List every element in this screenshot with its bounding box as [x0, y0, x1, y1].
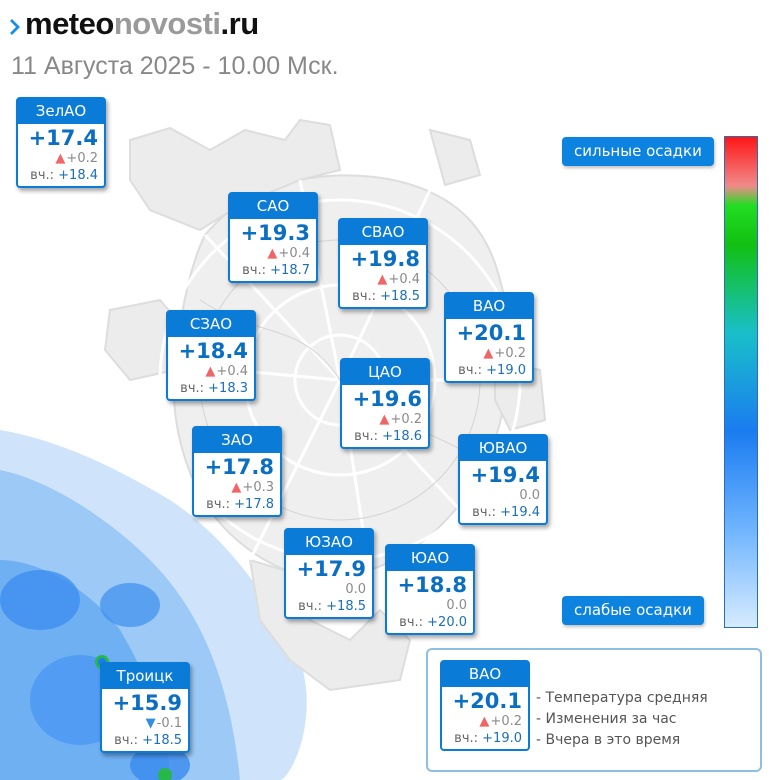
scale-label-heavy: сильные осадки: [562, 137, 714, 166]
district-name: ЗелАО: [18, 99, 104, 124]
district-hourly-change: ▲+0.4: [267, 246, 310, 261]
district-card-cao[interactable]: ЦАО +19.6 ▲+0.2 вч.: +18.6: [340, 358, 430, 449]
district-hourly-change: 0.0: [345, 582, 366, 597]
district-card-yuao[interactable]: ЮАО +18.8 0.0 вч.: +20.0: [385, 544, 475, 635]
district-yesterday: вч.: +18.3: [180, 381, 248, 396]
district-temperature: +19.4: [470, 463, 540, 487]
district-card-yuzao[interactable]: ЮЗАО +17.9 0.0 вч.: +18.5: [284, 528, 374, 619]
logo-text-meteo: meteo: [25, 6, 114, 41]
date-time-subtitle: 11 Августа 2025 - 10.00 Мск.: [11, 52, 339, 80]
trend-down-icon: ▼: [145, 716, 156, 731]
district-name: ЮЗАО: [286, 530, 372, 555]
district-card-svao[interactable]: СВАО +19.8 ▲+0.4 вч.: +18.5: [338, 218, 428, 309]
district-yesterday: вч.: +18.7: [242, 263, 310, 278]
trend-up-icon: ▲: [55, 151, 66, 166]
legend-sample-card: ВАО +20.1 ▲+0.2 вч.: +19.0: [440, 660, 530, 751]
district-hourly-change: 0.0: [446, 598, 467, 613]
district-hourly-change: ▲+0.2: [479, 714, 522, 729]
district-card-zao[interactable]: ЗАО +17.8 ▲+0.3 вч.: +17.8: [192, 426, 282, 517]
district-hourly-change: ▲+0.2: [483, 346, 526, 361]
precip-cell: [130, 745, 190, 780]
district-hourly-change: ▲+0.3: [231, 480, 274, 495]
district-temperature: +19.3: [240, 221, 310, 245]
trend-up-icon: ▲: [377, 272, 388, 287]
district-card-vao[interactable]: ВАО +20.1 ▲+0.2 вч.: +19.0: [444, 292, 534, 383]
district-name: ЮВАО: [460, 436, 546, 461]
district-yesterday: вч.: +19.0: [454, 731, 522, 746]
district-yesterday: вч.: +19.0: [458, 363, 526, 378]
district-hourly-change: ▲+0.2: [55, 151, 98, 166]
legend-line-yesterday: - Вчера в это время: [536, 732, 681, 748]
district-temperature: +20.1: [456, 321, 526, 345]
district-yesterday: вч.: +18.5: [352, 289, 420, 304]
site-logo[interactable]: meteo novosti .ru: [10, 4, 259, 44]
district-yesterday: вч.: +20.0: [399, 615, 467, 630]
trend-up-icon: ▲: [479, 714, 490, 729]
legend-line-change: - Изменения за час: [536, 711, 677, 727]
district-name: Троицк: [102, 664, 188, 689]
district-card-szao[interactable]: СЗАО +18.4 ▲+0.4 вч.: +18.3: [166, 310, 256, 401]
district-temperature: +17.9: [296, 557, 366, 581]
district-name: СЗАО: [168, 312, 254, 337]
district-name: ЦАО: [342, 360, 428, 385]
precipitation-scale-bar: [724, 136, 758, 628]
precip-cell: [100, 583, 160, 627]
district-yesterday: вч.: +18.6: [354, 429, 422, 444]
logo-text-domain: .ru: [220, 6, 260, 41]
district-hourly-change: ▼-0.1: [145, 716, 182, 731]
scale-label-light: слабые осадки: [562, 596, 704, 625]
logo-text-novosti: novosti: [113, 6, 221, 41]
trend-up-icon: ▲: [231, 480, 242, 495]
district-hourly-change: ▲+0.4: [205, 364, 248, 379]
trend-up-icon: ▲: [267, 246, 278, 261]
district-yesterday: вч.: +17.8: [206, 497, 274, 512]
district-hourly-change: 0.0: [519, 488, 540, 503]
district-yesterday: вч.: +18.5: [114, 733, 182, 748]
district-temperature: +15.9: [112, 691, 182, 715]
district-temperature: +20.1: [452, 689, 522, 713]
precip-cell: [0, 570, 80, 630]
district-temperature: +18.4: [178, 339, 248, 363]
logo-arrows-icon: [10, 19, 20, 35]
trend-up-icon: ▲: [205, 364, 216, 379]
district-temperature: +17.4: [28, 126, 98, 150]
district-name: СВАО: [340, 220, 426, 245]
district-yesterday: вч.: +18.4: [30, 168, 98, 183]
district-temperature: +19.6: [352, 387, 422, 411]
district-yesterday: вч.: +19.4: [472, 505, 540, 520]
district-temperature: +17.8: [204, 455, 274, 479]
legend-descriptions: - Температура средняя - Изменения за час…: [536, 688, 708, 751]
district-temperature: +19.8: [350, 247, 420, 271]
district-card-troitsk[interactable]: Троицк +15.9 ▼-0.1 вч.: +18.5: [100, 662, 190, 753]
district-hourly-change: ▲+0.2: [379, 412, 422, 427]
legend-box: ВАО +20.1 ▲+0.2 вч.: +19.0 - Температура…: [426, 648, 762, 772]
district-hourly-change: ▲+0.4: [377, 272, 420, 287]
district-name: САО: [230, 194, 316, 219]
district-name: ВАО: [446, 294, 532, 319]
district-temperature: +18.8: [397, 573, 467, 597]
district-card-zelao[interactable]: ЗелАО +17.4 ▲+0.2 вч.: +18.4: [16, 97, 106, 188]
district-name: ЗАО: [194, 428, 280, 453]
district-card-yuvao[interactable]: ЮВАО +19.4 0.0 вч.: +19.4: [458, 434, 548, 525]
trend-up-icon: ▲: [379, 412, 390, 427]
district-card-sao[interactable]: САО +19.3 ▲+0.4 вч.: +18.7: [228, 192, 318, 283]
legend-line-temperature: - Температура средняя: [536, 690, 708, 706]
district-yesterday: вч.: +18.5: [298, 599, 366, 614]
district-name: ВАО: [442, 662, 528, 687]
district-name: ЮАО: [387, 546, 473, 571]
trend-up-icon: ▲: [483, 346, 494, 361]
